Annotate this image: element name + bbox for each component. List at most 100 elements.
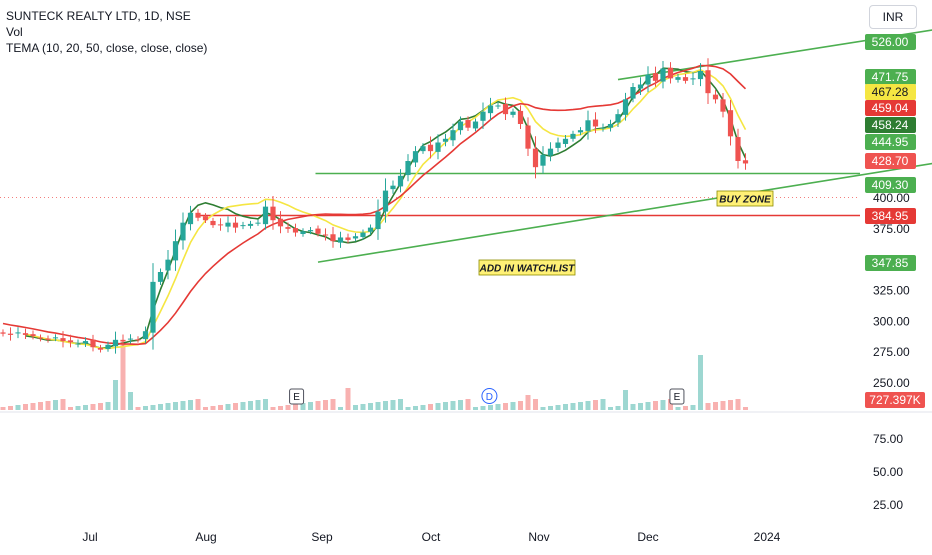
candle[interactable] xyxy=(457,121,464,131)
candle[interactable] xyxy=(285,227,291,229)
candle[interactable] xyxy=(247,223,254,226)
dividend-marker[interactable] xyxy=(481,388,498,404)
candle[interactable] xyxy=(345,237,351,240)
candle[interactable] xyxy=(397,175,404,187)
candle[interactable] xyxy=(427,144,434,152)
candle[interactable] xyxy=(142,331,149,340)
candle[interactable] xyxy=(240,225,246,227)
buy-zone-callout-box[interactable] xyxy=(716,190,774,207)
candle[interactable] xyxy=(412,151,419,163)
candle[interactable] xyxy=(712,94,719,100)
candle[interactable] xyxy=(705,70,711,94)
price-label-badge[interactable] xyxy=(865,255,916,271)
price-label-badge[interactable] xyxy=(865,34,916,50)
candle[interactable] xyxy=(352,236,359,239)
candle[interactable] xyxy=(540,154,546,166)
candle[interactable] xyxy=(15,332,21,334)
candle[interactable] xyxy=(645,74,651,85)
candle[interactable] xyxy=(232,222,239,228)
candle[interactable] xyxy=(630,87,636,99)
candle[interactable] xyxy=(210,220,216,226)
candle[interactable] xyxy=(622,99,629,115)
price-label-badge[interactable] xyxy=(865,100,916,116)
candle[interactable] xyxy=(157,272,164,282)
candle[interactable] xyxy=(742,160,749,164)
price-label-badge[interactable] xyxy=(865,84,916,100)
candle[interactable] xyxy=(375,211,381,230)
candle[interactable] xyxy=(270,206,276,221)
candle[interactable] xyxy=(307,230,314,232)
candle[interactable] xyxy=(487,105,494,114)
legend-tema[interactable]: TEMA (10, 20, 50, close, close, close) xyxy=(6,41,208,55)
candle[interactable] xyxy=(52,337,59,339)
candle[interactable] xyxy=(120,339,126,342)
candle[interactable] xyxy=(442,138,449,142)
candle[interactable] xyxy=(135,339,141,341)
candle[interactable] xyxy=(30,334,36,337)
candle[interactable] xyxy=(600,127,606,129)
earnings-marker[interactable] xyxy=(669,388,685,405)
candle[interactable] xyxy=(45,338,51,340)
candle[interactable] xyxy=(495,105,501,107)
currency-button[interactable]: INR xyxy=(869,5,917,29)
candle[interactable] xyxy=(697,70,704,80)
candle[interactable] xyxy=(405,161,411,176)
candle[interactable] xyxy=(675,77,681,80)
candle[interactable] xyxy=(382,190,389,212)
candle[interactable] xyxy=(735,137,741,161)
earnings-marker[interactable] xyxy=(289,388,305,405)
candle[interactable] xyxy=(180,222,186,241)
candle[interactable] xyxy=(112,339,119,347)
candle[interactable] xyxy=(202,216,209,221)
candle[interactable] xyxy=(90,339,96,348)
candle[interactable] xyxy=(727,110,734,137)
candle[interactable] xyxy=(547,148,554,156)
candle[interactable] xyxy=(195,212,201,218)
candle[interactable] xyxy=(22,333,29,335)
candle[interactable] xyxy=(502,104,509,115)
candle[interactable] xyxy=(480,111,486,121)
candle[interactable] xyxy=(225,222,231,227)
candle[interactable] xyxy=(577,130,584,133)
candle[interactable] xyxy=(652,73,659,81)
candle[interactable] xyxy=(330,234,336,242)
candle[interactable] xyxy=(532,148,539,168)
candle[interactable] xyxy=(615,114,621,123)
price-label-badge[interactable] xyxy=(865,177,916,193)
candle[interactable] xyxy=(150,281,156,333)
candle[interactable] xyxy=(172,241,179,261)
candle[interactable] xyxy=(367,227,374,232)
candle[interactable] xyxy=(337,237,344,243)
candle[interactable] xyxy=(660,68,666,82)
candle[interactable] xyxy=(277,218,284,227)
watchlist-callout-box[interactable] xyxy=(478,259,576,276)
candle[interactable] xyxy=(165,259,171,271)
candle[interactable] xyxy=(105,344,111,349)
candle[interactable] xyxy=(127,338,134,340)
candle[interactable] xyxy=(667,67,674,79)
legend-volume[interactable]: Vol xyxy=(6,25,23,39)
lower-channel-line[interactable] xyxy=(317,140,932,263)
legend-title[interactable]: SUNTECK REALTY LTD, 1D, NSE xyxy=(6,9,191,23)
candle[interactable] xyxy=(37,337,44,339)
price-label-badge[interactable] xyxy=(865,153,916,169)
price-label-badge[interactable] xyxy=(865,208,916,224)
candle[interactable] xyxy=(292,228,299,233)
candle[interactable] xyxy=(555,142,561,148)
candle[interactable] xyxy=(525,125,531,149)
candle[interactable] xyxy=(262,206,269,225)
candle[interactable] xyxy=(315,228,321,234)
candle[interactable] xyxy=(517,110,524,124)
candle[interactable] xyxy=(300,231,306,235)
candle[interactable] xyxy=(75,343,81,345)
candle[interactable] xyxy=(472,121,479,129)
candle[interactable] xyxy=(255,222,261,224)
candle[interactable] xyxy=(390,185,396,190)
candle[interactable] xyxy=(720,99,726,112)
candle[interactable] xyxy=(570,133,576,139)
candle[interactable] xyxy=(592,119,599,127)
candle[interactable] xyxy=(450,130,456,141)
candle[interactable] xyxy=(60,338,66,342)
candle[interactable] xyxy=(0,332,6,334)
